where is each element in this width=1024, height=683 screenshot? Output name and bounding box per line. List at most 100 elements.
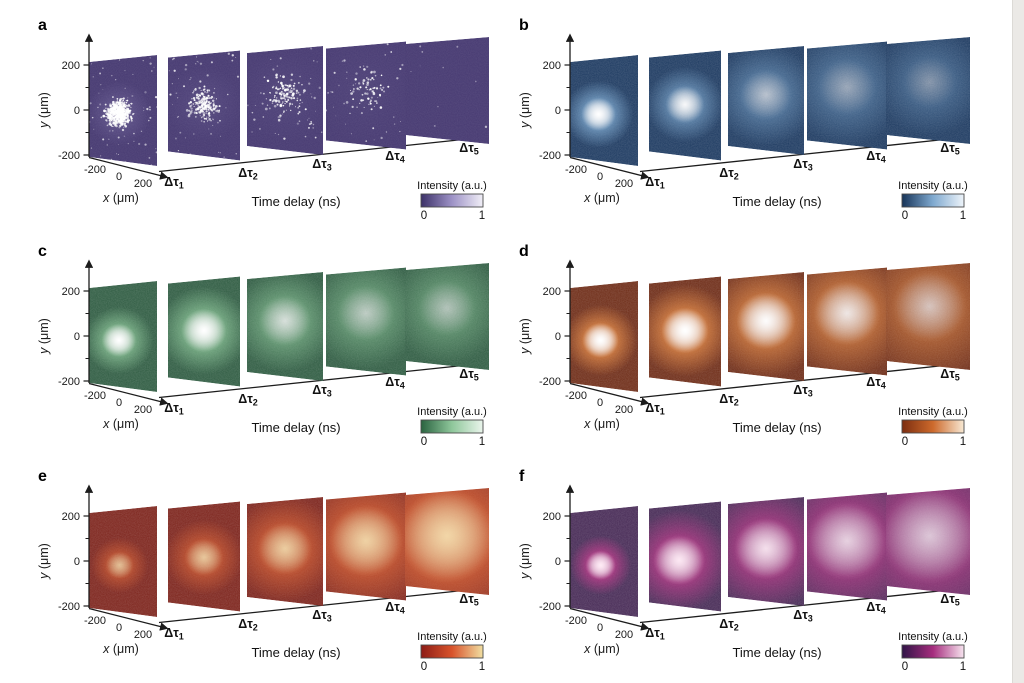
colorbar-min-tick: 0 bbox=[902, 210, 908, 222]
y-axis-label: y (μm) bbox=[518, 318, 532, 355]
x-tick-label: 200 bbox=[134, 629, 152, 641]
colorbar bbox=[901, 419, 965, 434]
delay-label: Δτ2 bbox=[238, 617, 258, 633]
intensity-map-pane bbox=[89, 506, 157, 617]
intensity-map-pane bbox=[570, 281, 638, 392]
y-tick-label: -200 bbox=[58, 150, 80, 162]
colorbar bbox=[420, 419, 484, 434]
time-axis-label: Time delay (ns) bbox=[251, 194, 340, 209]
y-axis-label: y (μm) bbox=[518, 543, 532, 580]
y-tick-label: 0 bbox=[555, 331, 561, 343]
page-edge-strip bbox=[1012, 0, 1024, 683]
colorbar-min-tick: 0 bbox=[902, 436, 908, 448]
intensity-map-pane bbox=[807, 267, 887, 376]
colorbar-max-tick: 1 bbox=[960, 661, 966, 673]
x-tick-label: 0 bbox=[597, 171, 603, 183]
y-tick-label: -200 bbox=[539, 601, 561, 613]
x-axis bbox=[88, 607, 169, 631]
x-tick-label: -200 bbox=[565, 390, 587, 402]
delay-label: Δτ2 bbox=[238, 392, 258, 408]
y-axis-label: y (μm) bbox=[37, 543, 51, 580]
intensity-map-pane bbox=[326, 41, 406, 150]
y-tick-label: 200 bbox=[62, 511, 80, 523]
intensity-map-pane bbox=[570, 55, 638, 166]
intensity-map-pane bbox=[326, 267, 406, 376]
intensity-map-pane bbox=[728, 497, 804, 606]
x-axis bbox=[569, 156, 650, 180]
time-axis-label: Time delay (ns) bbox=[251, 420, 340, 435]
colorbar-label: Intensity (a.u.) bbox=[898, 631, 968, 643]
colorbar-max-tick: 1 bbox=[960, 436, 966, 448]
x-tick-label: 0 bbox=[116, 397, 122, 409]
delay-label: Δτ1 bbox=[164, 626, 184, 642]
delay-label: Δτ1 bbox=[164, 401, 184, 417]
intensity-map-pane bbox=[326, 492, 406, 601]
intensity-map-pane bbox=[405, 263, 489, 370]
colorbar-min-tick: 0 bbox=[902, 661, 908, 673]
colorbar-max-tick: 1 bbox=[479, 436, 485, 448]
colorbar-label: Intensity (a.u.) bbox=[417, 406, 487, 418]
time-axis-label: Time delay (ns) bbox=[251, 645, 340, 660]
delay-label: Δτ3 bbox=[312, 608, 332, 624]
colorbar-max-tick: 1 bbox=[479, 210, 485, 222]
colorbar bbox=[901, 644, 965, 659]
x-tick-label: 200 bbox=[615, 178, 633, 190]
intensity-map-pane bbox=[247, 497, 323, 606]
x-axis bbox=[569, 607, 650, 631]
intensity-map-pane bbox=[807, 41, 887, 150]
delay-label: Δτ2 bbox=[719, 617, 739, 633]
delay-label: Δτ3 bbox=[793, 608, 813, 624]
intensity-map-pane bbox=[247, 46, 323, 155]
x-tick-label: 200 bbox=[134, 178, 152, 190]
colorbar bbox=[901, 193, 965, 208]
y-tick-label: -200 bbox=[58, 601, 80, 613]
x-axis-label: x (μm) bbox=[102, 417, 139, 431]
delay-label: Δτ4 bbox=[385, 600, 405, 616]
x-tick-label: -200 bbox=[565, 615, 587, 627]
delay-label: Δτ4 bbox=[385, 375, 405, 391]
y-tick-label: 200 bbox=[543, 60, 561, 72]
colorbar-max-tick: 1 bbox=[960, 210, 966, 222]
intensity-map-pane bbox=[649, 276, 721, 387]
x-tick-label: -200 bbox=[84, 164, 106, 176]
colorbar-label: Intensity (a.u.) bbox=[898, 406, 968, 418]
x-tick-label: 0 bbox=[116, 622, 122, 634]
intensity-map-pane bbox=[649, 501, 721, 612]
delay-label: Δτ3 bbox=[312, 383, 332, 399]
delay-label: Δτ5 bbox=[940, 592, 960, 608]
colorbar bbox=[420, 644, 484, 659]
y-tick-label: -200 bbox=[539, 376, 561, 388]
x-tick-label: 0 bbox=[116, 171, 122, 183]
delay-label: Δτ2 bbox=[719, 392, 739, 408]
panel-letter: f bbox=[519, 468, 525, 485]
colorbar-max-tick: 1 bbox=[479, 661, 485, 673]
colorbar-label: Intensity (a.u.) bbox=[417, 180, 487, 192]
delay-label: Δτ5 bbox=[940, 141, 960, 157]
y-tick-label: 200 bbox=[62, 60, 80, 72]
delay-label: Δτ4 bbox=[385, 149, 405, 165]
delay-label: Δτ1 bbox=[645, 175, 665, 191]
x-axis-label: x (μm) bbox=[583, 191, 620, 205]
x-tick-label: -200 bbox=[565, 164, 587, 176]
delay-label: Δτ3 bbox=[793, 383, 813, 399]
x-tick-label: -200 bbox=[84, 390, 106, 402]
colorbar-label: Intensity (a.u.) bbox=[417, 631, 487, 643]
x-tick-label: 200 bbox=[615, 629, 633, 641]
colorbar-min-tick: 0 bbox=[421, 436, 427, 448]
colorbar-min-tick: 0 bbox=[421, 661, 427, 673]
y-axis-label: y (μm) bbox=[37, 318, 51, 355]
y-tick-label: -200 bbox=[58, 376, 80, 388]
intensity-map-pane bbox=[728, 272, 804, 381]
intensity-map-pane bbox=[247, 272, 323, 381]
y-tick-label: -200 bbox=[539, 150, 561, 162]
delay-label: Δτ5 bbox=[459, 367, 479, 383]
delay-label: Δτ3 bbox=[793, 157, 813, 173]
panel-letter: d bbox=[519, 243, 529, 260]
panel-letter: a bbox=[38, 17, 47, 34]
delay-label: Δτ4 bbox=[866, 600, 886, 616]
